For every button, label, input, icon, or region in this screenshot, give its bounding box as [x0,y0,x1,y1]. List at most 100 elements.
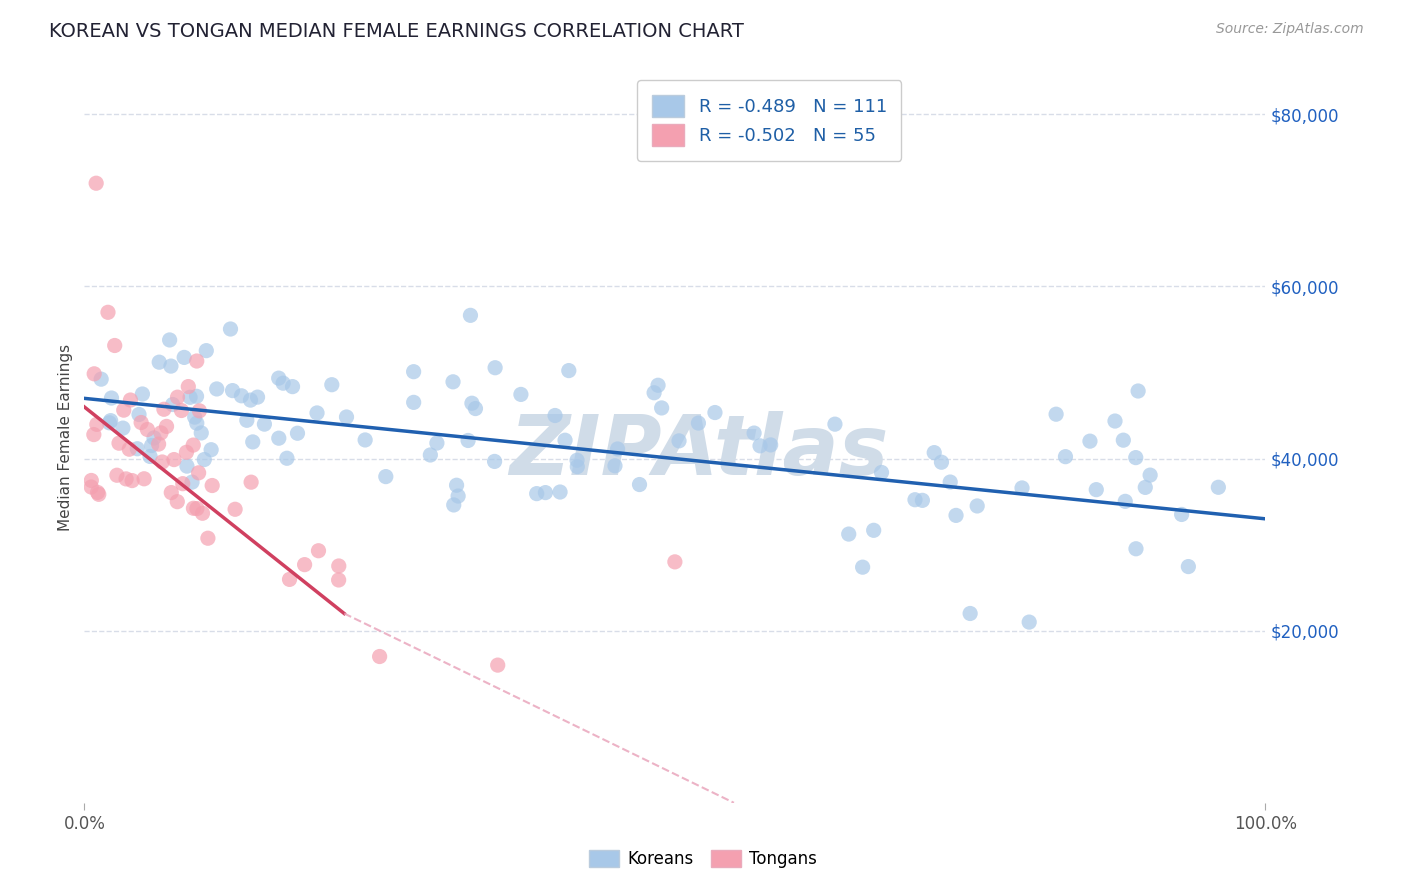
Tongans [201,478,224,492]
Koreans [931,455,953,469]
Tongans [183,501,205,516]
Koreans [838,527,860,541]
Koreans [509,387,531,401]
Koreans [186,389,208,403]
Koreans [190,425,212,440]
Koreans [1054,450,1077,464]
Koreans [544,409,567,423]
Koreans [457,434,479,448]
Koreans [221,384,243,398]
Koreans [1170,508,1192,522]
Koreans [253,417,276,431]
Tongans [177,379,200,393]
Koreans [461,396,484,410]
Koreans [460,309,482,323]
Koreans [98,416,121,430]
Koreans [966,499,988,513]
Koreans [176,459,198,474]
Tongans [186,354,208,368]
Tongans [136,423,159,437]
Koreans [1135,480,1157,494]
Tongans [240,475,263,490]
Tongans [181,438,204,452]
Koreans [911,493,934,508]
Koreans [90,372,112,386]
Koreans [567,459,589,474]
Koreans [148,355,170,369]
Koreans [742,426,765,441]
Tongans [87,487,110,501]
Tongans [80,474,103,488]
Koreans [548,485,571,500]
Koreans [565,453,588,467]
Koreans [173,351,195,365]
Tongans [149,425,172,440]
Koreans [1126,384,1149,398]
Koreans [464,401,486,416]
Tongans [83,367,105,381]
Koreans [939,475,962,489]
Koreans [651,401,673,415]
Legend: Koreans, Tongans: Koreans, Tongans [582,843,824,875]
Tongans [150,455,173,469]
Koreans [922,445,945,459]
Tongans [80,480,103,494]
Tongans [224,502,246,516]
Tongans [84,176,107,190]
Tongans [104,338,127,352]
Koreans [1208,480,1230,494]
Koreans [354,433,377,447]
Koreans [1018,615,1040,629]
Tongans [170,403,193,417]
Tongans [294,558,316,572]
Koreans [335,409,357,424]
Koreans [267,371,290,385]
Tongans [191,506,214,520]
Tongans [129,416,152,430]
Koreans [267,431,290,445]
Koreans [305,406,328,420]
Tongans [132,472,155,486]
Koreans [205,382,228,396]
Koreans [242,434,264,449]
Tongans [153,402,176,417]
Koreans [281,379,304,393]
Koreans [1085,483,1108,497]
Tongans [664,555,686,569]
Koreans [159,333,181,347]
Koreans [484,454,506,468]
Koreans [688,416,710,430]
Koreans [1112,433,1135,447]
Koreans [131,387,153,401]
Koreans [554,434,576,448]
Koreans [862,524,884,538]
Koreans [558,363,581,377]
Koreans [852,560,875,574]
Text: ZIPAtlas: ZIPAtlas [509,411,889,492]
Koreans [100,391,122,405]
Koreans [127,442,149,456]
Koreans [603,458,626,473]
Koreans [446,478,468,492]
Koreans [183,410,205,425]
Tongans [97,305,120,319]
Tongans [188,404,211,418]
Tongans [328,573,350,587]
Koreans [426,436,449,450]
Text: Source: ZipAtlas.com: Source: ZipAtlas.com [1216,22,1364,37]
Koreans [143,431,166,445]
Tongans [118,442,141,457]
Tongans [86,417,108,432]
Koreans [643,385,665,400]
Tongans [121,474,143,488]
Tongans [83,427,105,442]
Tongans [176,445,198,459]
Koreans [181,475,204,489]
Koreans [1104,414,1126,428]
Koreans [1139,468,1161,483]
Koreans [945,508,967,523]
Koreans [1125,450,1147,465]
Koreans [668,434,690,448]
Tongans [328,559,350,574]
Koreans [419,448,441,462]
